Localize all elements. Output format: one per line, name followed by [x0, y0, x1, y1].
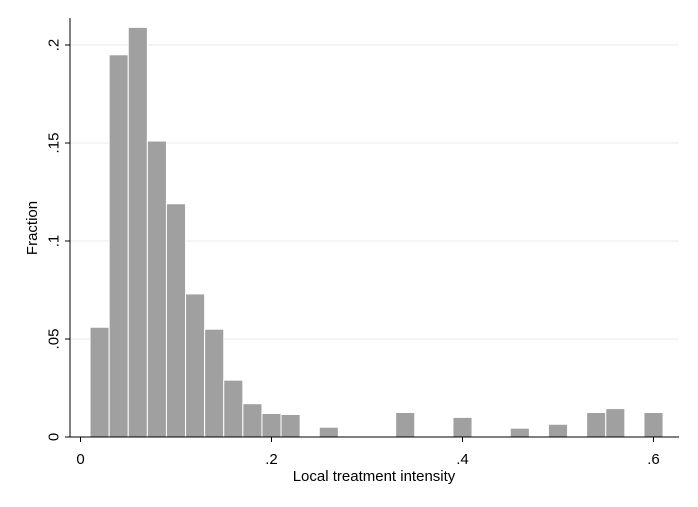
histogram-bar	[146, 140, 167, 438]
histogram-bar	[261, 412, 282, 438]
histogram-bar	[185, 293, 206, 438]
histogram-bar	[108, 54, 129, 438]
y-tick-label: .2	[46, 39, 63, 52]
histogram-bar	[318, 426, 339, 438]
histogram-bar	[643, 412, 664, 438]
histogram-bar	[242, 403, 263, 438]
axes	[65, 18, 679, 442]
x-tick-label: 0	[76, 451, 84, 468]
x-axis-title: Local treatment intensity	[293, 468, 456, 485]
y-axis-title: Fraction	[24, 201, 41, 255]
x-tick-label: .4	[456, 451, 469, 468]
histogram-bar	[586, 412, 607, 438]
y-tick-label: .1	[46, 235, 63, 248]
histogram-bar	[165, 203, 187, 438]
histogram-bar	[509, 427, 530, 438]
tick-labels: 0 .05 .1 .15 .2 0 .2 .4 .6	[46, 39, 660, 468]
histogram-bar	[89, 326, 110, 438]
y-tick-label: .05	[46, 329, 63, 350]
histogram-bar	[280, 413, 301, 438]
histogram-bar	[547, 423, 569, 438]
histogram-bar	[127, 26, 148, 438]
y-tick-label: .15	[46, 133, 63, 154]
x-tick-label: .6	[647, 451, 660, 468]
histogram-bar	[395, 412, 416, 438]
histogram-bar	[204, 328, 225, 438]
y-tick-label: 0	[46, 433, 63, 441]
histogram-bars	[89, 26, 664, 438]
histogram-bar	[223, 379, 244, 438]
x-tick-label: .2	[265, 451, 278, 468]
histogram-bar	[605, 408, 626, 438]
histogram-bar	[452, 416, 473, 438]
